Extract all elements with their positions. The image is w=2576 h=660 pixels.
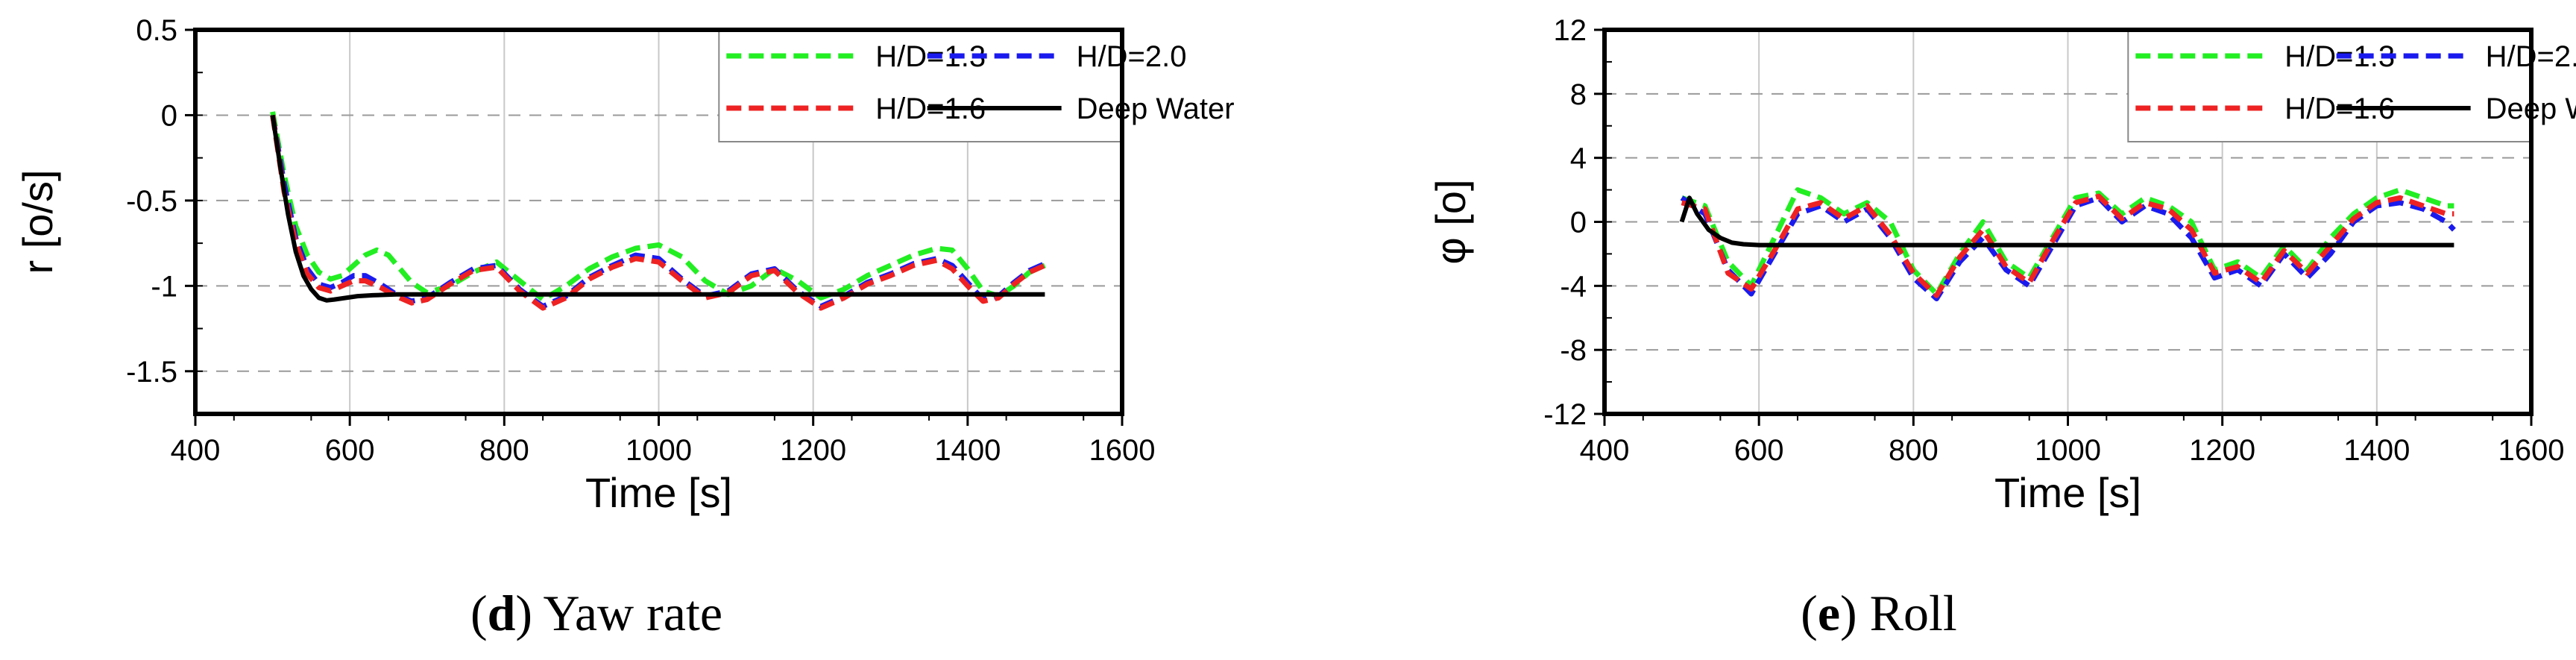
series-line-deep-water (1679, 195, 2454, 248)
x-tick-label: 1000 (2035, 434, 2101, 467)
y-axis-label: φ [o] (1427, 179, 1474, 264)
y-axis-label: r [o/s] (14, 169, 61, 274)
legend-box (2127, 31, 2531, 142)
y-tick-label: -0.5 (126, 185, 177, 218)
x-tick-label: 1400 (934, 434, 1001, 467)
y-tick-label: 8 (1570, 78, 1587, 111)
y-tick-label: 0.5 (136, 14, 177, 47)
y-tick-label: 0 (1570, 207, 1587, 239)
series-line-deep-water (270, 114, 1045, 303)
series-line-h-d-1-6 (270, 114, 1046, 311)
x-tick-label: 1600 (1089, 434, 1156, 467)
x-tick-label: 1600 (2498, 434, 2565, 467)
y-tick-label: -12 (1543, 398, 1587, 431)
legend-label: H/D=2.0 (1077, 40, 1187, 73)
caption-letter: e (1818, 585, 1840, 641)
y-tick-label: -8 (1560, 334, 1587, 367)
series-line-h-d-1-3 (270, 111, 1046, 303)
x-tick-label: 1000 (626, 434, 692, 467)
x-axis-label: Time [s] (585, 469, 732, 516)
x-tick-label: 400 (1580, 434, 1630, 467)
x-axis-label: Time [s] (1994, 469, 2141, 516)
series-line-h-d-2-0 (270, 114, 1046, 309)
y-tick-label: 12 (1554, 14, 1587, 47)
y-tick-label: -1.5 (126, 356, 177, 389)
y-tick-label: 4 (1570, 142, 1587, 175)
x-tick-label: 800 (479, 434, 529, 467)
caption-text: Yaw rate (544, 585, 723, 641)
x-tick-label: 400 (171, 434, 221, 467)
x-tick-label: 800 (1889, 434, 1939, 467)
caption: (e) Roll (1801, 585, 1957, 641)
x-tick-label: 1200 (2189, 434, 2255, 467)
series-line-h-d-1-6 (1681, 193, 2454, 298)
x-tick-label: 600 (325, 434, 375, 467)
y-tick-label: -1 (151, 270, 177, 303)
caption-letter: d (488, 585, 516, 641)
caption: (d) Yaw rate (470, 585, 722, 641)
caption-text: Roll (1870, 585, 1957, 641)
chart-panel-yaw-rate: H/D=1.3 H/D=2.0H/D=1.6 Deep Water 400 600 80… (14, 14, 1235, 641)
x-tick-label: 600 (1734, 434, 1784, 467)
series-line-h-d-1-3 (1681, 187, 2454, 297)
y-tick-label: 0 (161, 99, 177, 132)
x-tick-label: 1200 (780, 434, 846, 467)
y-tick-label: -4 (1560, 270, 1587, 303)
legend-label: Deep Water (1077, 92, 1235, 125)
x-tick-label: 1400 (2343, 434, 2410, 467)
